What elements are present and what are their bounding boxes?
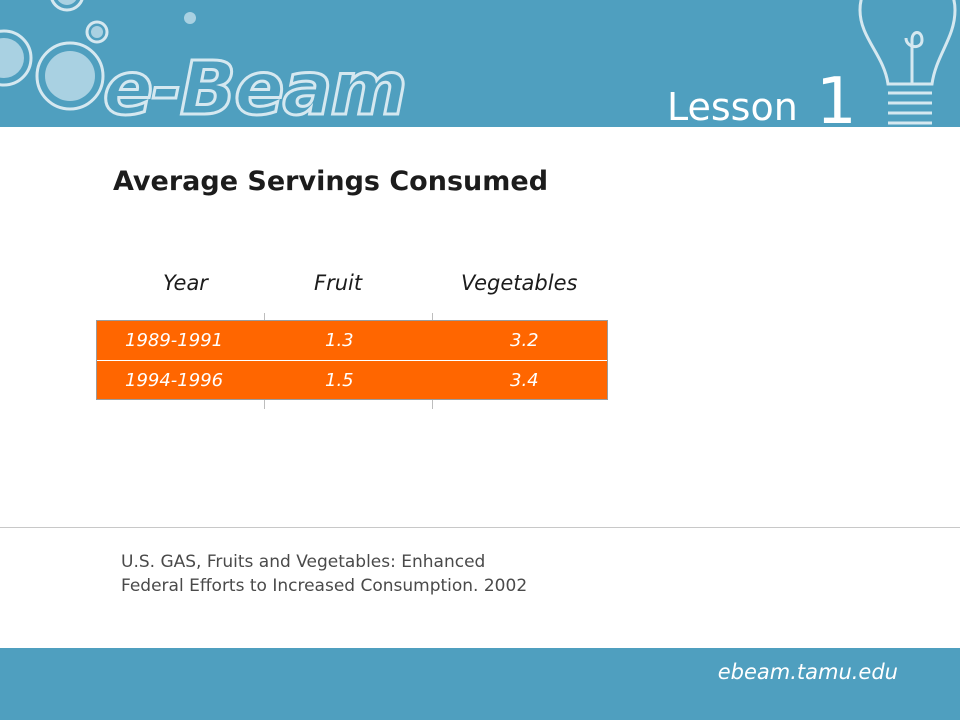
footer-url: ebeam.tamu.edu bbox=[717, 660, 898, 684]
column-header-fruit: Fruit bbox=[314, 271, 363, 295]
table-cell-fruit: 1.3 bbox=[325, 330, 354, 351]
table-cell-year: 1989-1991 bbox=[125, 330, 224, 351]
header-banner: e-Beam Lesson 1 bbox=[0, 0, 960, 127]
source-line-2: Federal Efforts to Increased Consumption… bbox=[121, 576, 528, 596]
column-header-vegetables: Vegetables bbox=[461, 271, 578, 295]
table-cell-vegetables: 3.4 bbox=[510, 370, 539, 391]
lesson-number: 1 bbox=[816, 65, 857, 127]
servings-table: 1989-1991 1.3 3.2 1994-1996 1.5 3.4 bbox=[96, 320, 608, 400]
table-cell-vegetables: 3.2 bbox=[510, 330, 539, 351]
source-citation: U.S. GAS, Fruits and Vegetables: Enhance… bbox=[121, 550, 527, 598]
table-row: 1989-1991 1.3 3.2 bbox=[97, 321, 607, 361]
ebeam-logo: e-Beam bbox=[102, 46, 410, 128]
light-bulb-icon bbox=[858, 0, 957, 125]
table-cell-fruit: 1.5 bbox=[325, 370, 354, 391]
lesson-label: Lesson bbox=[667, 85, 798, 127]
footer-banner: ebeam.tamu.edu bbox=[0, 648, 960, 720]
section-divider bbox=[0, 527, 960, 528]
decorative-circles-icon bbox=[0, 0, 957, 125]
source-line-1: U.S. GAS, Fruits and Vegetables: Enhance… bbox=[121, 552, 486, 572]
column-header-year: Year bbox=[163, 271, 208, 295]
table-cell-year: 1994-1996 bbox=[125, 370, 224, 391]
slide-title: Average Servings Consumed bbox=[113, 166, 549, 197]
table-row: 1994-1996 1.5 3.4 bbox=[97, 361, 607, 400]
